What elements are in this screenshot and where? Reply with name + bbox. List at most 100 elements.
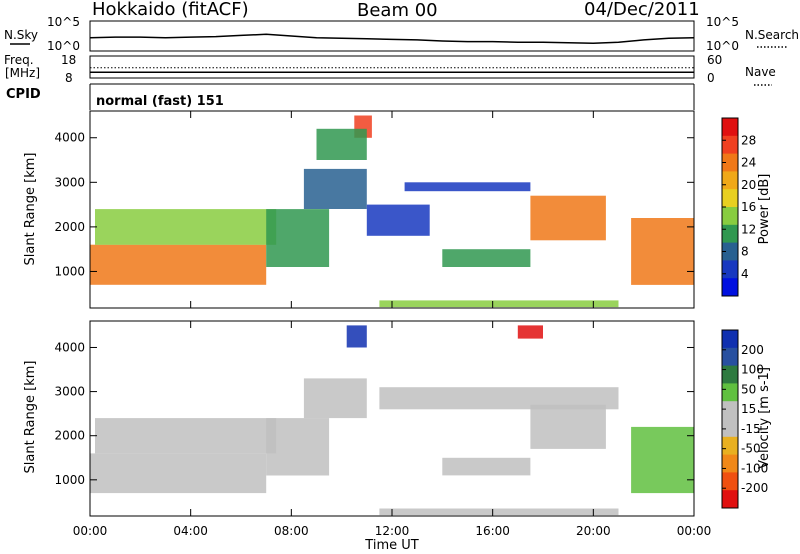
freq-tick-low: 8: [65, 71, 73, 85]
velocity-region-4: [346, 325, 367, 348]
power-region-10: [316, 128, 367, 160]
time-tick-label-0: 00:00: [73, 524, 108, 538]
velocity-cbar-swatch-6: [722, 436, 738, 456]
time-tick-label-1: 04:00: [173, 524, 208, 538]
velocity-ytick-label-0: 1000: [54, 473, 85, 487]
cpid-text: normal (fast) 151: [96, 94, 224, 109]
velocity-cbar-tick-label-7: -200: [741, 481, 768, 495]
noise-right-tick-low: 10^0: [706, 39, 739, 53]
time-tick-label-3: 12:00: [375, 524, 410, 538]
time-tick-label-5: 20:00: [576, 524, 611, 538]
velocity-cbar-tick-label-0: 200: [741, 343, 764, 357]
time-axis: 00:00 04:00 08:00 12:00 16:00 20:00 00:00: [73, 111, 712, 538]
velocity-cbar-swatch-0: [722, 330, 738, 349]
power-cbar-tick-label-0: 28: [741, 133, 756, 147]
velocity-cbar-tick-label-6: -100: [741, 461, 768, 475]
power-cbar-tick-label-6: 4: [741, 267, 749, 281]
power-cbar-swatch-7: [722, 242, 738, 261]
velocity-region-0: [90, 453, 267, 494]
nsky-series-line: [89, 33, 695, 45]
power-cbar-tick-label-2: 20: [741, 178, 756, 192]
nave-tick-low: 0: [707, 71, 715, 85]
power-cbar-swatch-1: [722, 135, 738, 155]
velocity-cbar-swatch-7: [722, 454, 738, 473]
power-region-11: [379, 300, 619, 308]
nsearch-label: N.Search: [745, 28, 799, 42]
velocity-region-10: [379, 508, 619, 516]
power-panel: 1000 2000 3000 4000 Slant Range [km]: [23, 110, 695, 309]
power-region-5: [404, 182, 531, 192]
velocity-ytick-label-2: 3000: [54, 385, 85, 399]
velocity-cbar-swatch-5: [722, 419, 738, 438]
velocity-cbar-tick-label-5: -50: [741, 442, 761, 456]
velocity-region-3: [303, 378, 367, 419]
velocity-cbar-swatch-9: [722, 490, 738, 509]
velocity-region-2: [266, 418, 330, 476]
frequency-panel: Freq. [MHz] 18 8 60 0 Nave: [4, 53, 776, 86]
power-ytick-label-3: 4000: [54, 131, 85, 145]
power-ytick-label-1: 2000: [54, 220, 85, 234]
velocity-cbar-swatch-8: [722, 472, 738, 491]
nave-tick-high: 60: [707, 53, 722, 67]
power-y-ticks: 1000 2000 3000 4000: [54, 131, 694, 278]
time-tick-label-6: 00:00: [677, 524, 712, 538]
power-region-6: [442, 249, 531, 267]
power-cbar-swatch-5: [722, 207, 738, 226]
velocity-cbar-tick-label-3: 15: [741, 402, 756, 416]
velocity-ylabel: Slant Range [km]: [23, 361, 38, 474]
velocity-region-1: [95, 418, 277, 454]
velocity-cbar-swatch-4: [722, 401, 738, 420]
power-colorbar-label: Power [dB]: [757, 174, 772, 245]
noise-left-tick-low: 10^0: [47, 39, 80, 53]
power-cbar-tick-label-5: 8: [741, 245, 749, 259]
power-region-1: [95, 209, 277, 245]
date-title: 04/Dec/2011: [584, 0, 700, 20]
time-axis-label: Time UT: [364, 538, 418, 553]
power-region-2: [266, 209, 330, 267]
velocity-data-layer: [90, 325, 694, 516]
time-tick-label-2: 08:00: [274, 524, 309, 538]
power-region-4: [366, 204, 430, 236]
velocity-colorbar: 200 100 50 15 -15 -50 -100 -200: [721, 329, 768, 509]
power-region-7: [530, 195, 606, 241]
velocity-region-8: [631, 426, 694, 494]
cpid-panel: CPID normal (fast) 151: [6, 83, 695, 110]
power-cbar-swatch-2: [722, 153, 738, 172]
power-cbar-tick-label-4: 12: [741, 222, 756, 236]
noise-panel: N.Sky 10^5 10^0 10^5 10^0 N.Search: [4, 15, 799, 53]
velocity-cbar-frame: [721, 329, 739, 509]
velocity-cbar-swatch-2: [722, 365, 738, 384]
velocity-cbar-swatch-1: [722, 347, 738, 367]
power-cbar-swatch-8: [722, 260, 738, 279]
power-ylabel: Slant Range [km]: [23, 153, 38, 266]
velocity-region-6: [442, 457, 531, 476]
station-title: Hokkaido (fitACF): [92, 0, 249, 20]
noise-right-tick-high: 10^5: [706, 15, 739, 29]
velocity-cbar-tick-label-4: -15: [741, 422, 761, 436]
freq-tick-high: 18: [61, 53, 76, 67]
velocity-cbar-tick-label-2: 50: [741, 382, 756, 396]
freq-unit-label: [MHz]: [5, 66, 40, 80]
velocity-region-5: [379, 387, 619, 410]
cpid-label: CPID: [6, 87, 41, 102]
velocity-region-7: [530, 404, 606, 449]
velocity-ytick-label-1: 2000: [54, 429, 85, 443]
nsky-label: N.Sky: [4, 28, 38, 42]
power-ytick-label-2: 3000: [54, 175, 85, 189]
velocity-cbar-tick-label-1: 100: [741, 363, 764, 377]
power-region-8: [631, 218, 694, 285]
freq-label: Freq.: [4, 53, 34, 67]
power-cbar-swatch-9: [722, 278, 738, 297]
power-colorbar: 28 24 20 16 12 8 4: [721, 117, 756, 297]
power-cbar-swatch-4: [722, 189, 738, 208]
velocity-region-9: [517, 325, 543, 339]
power-cbar-swatch-6: [722, 224, 738, 244]
power-data-layer: [90, 115, 694, 308]
power-cbar-swatch-0: [722, 118, 738, 137]
power-cbar-tick-label-1: 24: [741, 156, 756, 170]
beam-title: Beam 00: [357, 0, 438, 21]
velocity-ytick-label-3: 4000: [54, 340, 85, 354]
power-cbar-tick-label-3: 16: [741, 200, 756, 214]
power-region-0: [90, 244, 267, 285]
